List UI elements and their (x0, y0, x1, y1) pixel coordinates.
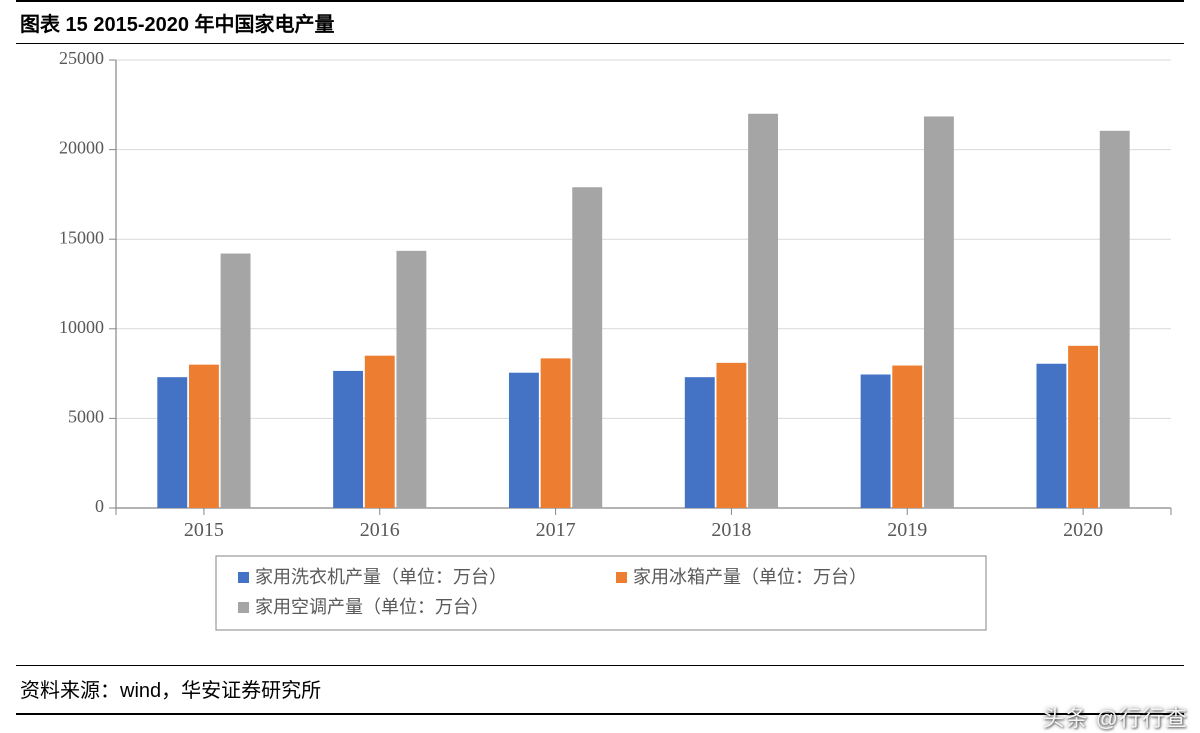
bar (509, 373, 539, 508)
bar (572, 187, 602, 508)
svg-text:2017: 2017 (536, 519, 576, 541)
source-label: 资料来源：wind，华安证券研究所 (20, 680, 321, 702)
bar (221, 254, 251, 508)
svg-text:2015: 2015 (184, 519, 224, 541)
bar (1068, 346, 1098, 508)
bar (748, 114, 778, 508)
bar (716, 363, 746, 508)
svg-text:5000: 5000 (68, 407, 104, 427)
svg-text:0: 0 (95, 496, 104, 516)
legend-swatch (238, 572, 249, 583)
bar (924, 116, 954, 508)
source-bar: 资料来源：wind，华安证券研究所 (16, 665, 1184, 715)
svg-text:10000: 10000 (59, 317, 104, 337)
chart-title: 图表 15 2015-2020 年中国家电产量 (20, 14, 335, 36)
legend-label: 家用洗衣机产量（单位：万台） (255, 567, 507, 587)
bar (333, 371, 363, 508)
svg-text:2016: 2016 (360, 519, 400, 541)
bar (1036, 364, 1066, 508)
chart-area: 0 5000 10000 15000 20000 25000 2015 2016 2017 201… (16, 48, 1184, 608)
bar-chart: 0 5000 10000 15000 20000 25000 2015 2016 2017 201… (16, 48, 1184, 634)
svg-text:2018: 2018 (711, 519, 751, 541)
svg-text:2020: 2020 (1063, 519, 1103, 541)
svg-text:15000: 15000 (59, 227, 104, 247)
bar (396, 251, 426, 508)
legend-swatch (238, 602, 249, 613)
attribution-watermark: 头条 @行行查 (1043, 701, 1188, 733)
svg-text:25000: 25000 (59, 48, 104, 68)
bar (861, 374, 891, 508)
bar (685, 377, 715, 508)
bar (157, 377, 187, 508)
svg-text:2019: 2019 (887, 519, 927, 541)
bar (365, 356, 395, 508)
chart-frame: 图表 15 2015-2020 年中国家电产量 0 5000 10000 15000 2… (0, 0, 1200, 733)
bar (541, 358, 571, 508)
legend-label: 家用冰箱产量（单位：万台） (633, 567, 867, 587)
legend-swatch (616, 572, 627, 583)
bar (189, 365, 219, 508)
svg-text:20000: 20000 (59, 138, 104, 158)
bar (892, 366, 922, 508)
chart-title-bar: 图表 15 2015-2020 年中国家电产量 (16, 0, 1184, 44)
legend-label: 家用空调产量（单位：万台） (255, 597, 489, 617)
bar (1100, 131, 1130, 508)
